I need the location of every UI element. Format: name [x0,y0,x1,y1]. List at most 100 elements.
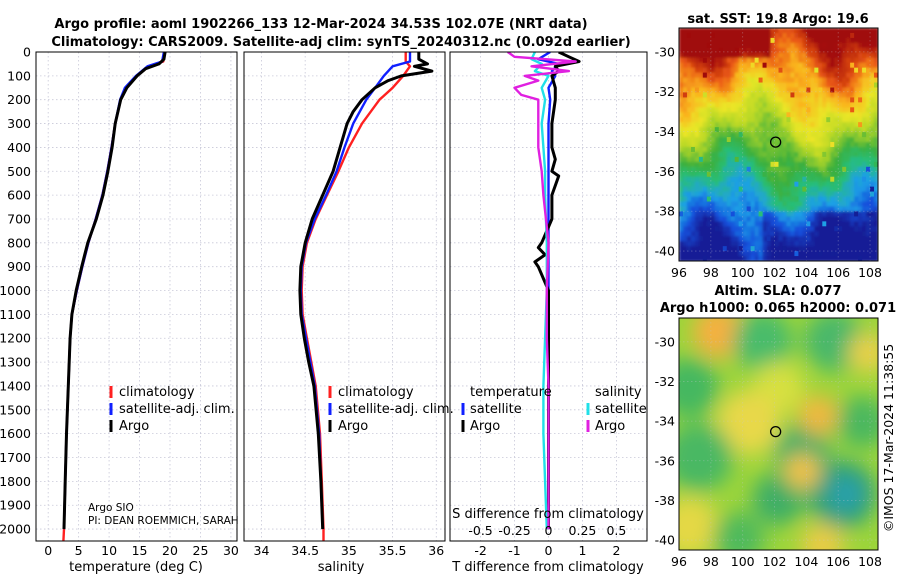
sst-cell [710,72,716,79]
sst-pixel [858,97,863,103]
sst-cell [750,52,756,59]
sst-cell [790,62,796,69]
sst-cell [838,241,843,247]
sst-cell [686,107,692,113]
sst-cell [734,52,740,59]
sst-cell [754,72,760,79]
sst-cell [810,142,815,148]
sst-cell [714,92,720,99]
sst-cell [730,221,736,227]
sst-cell [718,211,724,217]
sst-cell [770,186,776,193]
sst-pixel [750,246,755,252]
sst-cell [730,52,736,59]
depth-tick-label: 1800 [0,474,31,489]
sst-cell [722,151,728,158]
sst-cell [702,42,708,49]
sst-cell [798,97,803,103]
sst-cell [822,137,827,143]
sst-cell [826,251,831,257]
difference-legend: temperature salinity satellite Argo sate… [461,385,647,434]
sst-cell [734,176,740,183]
sst-cell [846,161,851,168]
sst-cell [726,28,732,34]
sst-cell [710,107,716,113]
sst-cell [679,186,684,193]
sst-cell [750,236,756,242]
sst-cell [714,186,720,193]
sst-cell [870,171,875,178]
sst-cell [726,161,732,168]
sst-cell [710,127,716,133]
sst-cell [742,196,748,203]
sst-pixel [790,92,795,98]
sst-cell [838,171,843,178]
sst-cell [802,28,807,34]
sst-cell [686,142,692,148]
sst-cell [782,166,788,173]
sst-cell [842,236,847,242]
sst-cell [810,221,815,227]
sst-cell [679,107,684,113]
sst-cell [802,72,807,79]
sst-cell [742,171,748,178]
sst-cell [702,166,708,173]
sst-cell [770,241,776,247]
sst-cell [722,181,728,188]
sst-pixel [686,32,691,38]
sst-cell [682,137,688,143]
sst-cell [810,42,815,49]
sst-cell [698,196,704,203]
sst-cell [746,52,752,59]
sst-cell [758,166,764,173]
sst-cell [714,87,720,94]
sst-cell [698,181,704,188]
sst-cell [750,67,756,74]
sst-cell [830,191,835,198]
sla-blob [679,357,719,418]
sst-cell [762,211,768,217]
sst-pixel [870,186,875,192]
sst-cell [782,146,788,153]
sst-cell [706,176,712,183]
sst-cell [866,256,871,261]
sst-cell [730,251,736,257]
sst-cell [854,77,859,84]
sst-cell [770,221,776,227]
sst-cell [722,72,728,79]
sst-cell [786,236,792,242]
sst-cell [870,246,875,252]
sst-cell [810,67,815,74]
sst-cell [826,42,831,49]
sst-cell [826,142,831,148]
sst-cell [758,127,764,133]
sst-cell [798,251,803,257]
sst-cell [710,256,716,261]
sst-pixel [794,181,799,187]
sst-cell [774,176,780,183]
sst-cell [842,72,847,79]
sst-cell [778,127,784,133]
lon-tick-label: 96 [671,265,687,280]
sst-cell [738,122,744,128]
sst-cell [754,102,760,108]
sst-cell [874,107,878,113]
sst-cell [866,201,871,208]
sst-cell [798,241,803,247]
sst-cell [814,171,819,178]
sst-cell [850,256,855,261]
sst-cell [746,57,752,64]
sst-cell [818,206,823,213]
sst-cell [738,72,744,79]
sst-cell [754,231,760,237]
sst-cell [794,206,799,213]
sst-cell [754,92,760,99]
sst-cell [730,201,736,208]
sst-cell [870,52,875,59]
sst-cell [714,161,720,168]
sst-cell [734,117,740,123]
sst-cell [786,102,792,108]
sst-cell [782,82,788,89]
sst-cell [834,221,839,227]
sst-cell [682,196,688,203]
